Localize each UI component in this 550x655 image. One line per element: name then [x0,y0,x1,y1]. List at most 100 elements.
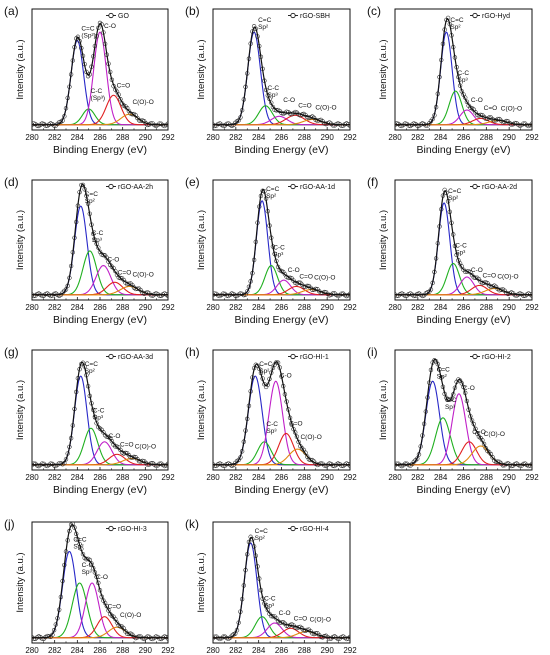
x-tick-label: 282 [48,303,62,312]
x-tick-label: 286 [457,133,471,142]
x-tick-label: 286 [275,473,289,482]
data-point [165,636,168,641]
data-point [126,631,132,637]
label-c-o-o: C(O)-O [132,99,153,106]
y-axis-label: Intensity (a.u.) [15,210,26,270]
label-sp3: Sp³ [92,237,103,244]
data-points [395,358,532,469]
envelope-curve [213,188,350,296]
y-axis-label: Intensity (a.u.) [196,552,207,612]
data-point [165,461,168,467]
data-point [165,293,168,298]
x-tick-label: 286 [93,473,107,482]
x-tick-label: 290 [320,646,334,655]
data-point [104,255,109,260]
label-c-o: C-O [288,267,300,274]
data-point [229,291,235,296]
y-axis-label: Intensity (a.u.) [378,39,389,99]
data-point [509,463,514,469]
data-point [403,293,408,299]
data-point [411,293,417,299]
x-axis-label: Binding Energy (eV) [417,144,511,156]
data-point [80,551,86,557]
data-point [113,268,118,274]
label-c-eq-c: C=C [255,528,268,535]
data-point [63,457,69,462]
label-c-o-o: C(O)-O [501,106,522,113]
x-tick-label: 284 [71,133,85,142]
x-tick-label: 286 [93,646,107,655]
x-tick-label: 288 [298,473,312,482]
label-c-o-o: C(O)-O [132,271,153,278]
data-point [322,463,327,468]
envelope-curve [395,358,532,466]
panel-i: (i) 280 282 284 286 288 290 292 Binding Energy (… [367,345,539,496]
data-point [517,463,523,469]
label-c-o-o: C(O)-O [120,612,141,619]
plot-frame [212,179,351,301]
x-tick-label: 288 [116,646,130,655]
plot-area [213,24,350,129]
label-sp2: Sp² [437,373,448,380]
label-c-eq-c: C=C [81,26,94,33]
legend-marker-icon [290,525,296,532]
label-c-double-o: C=O [108,604,122,611]
x-tick-label: 286 [275,646,289,655]
data-point [509,122,514,127]
envelope-curve [395,190,532,296]
peak-c-eq-c [32,550,168,639]
x-tick-label: 292 [343,303,357,312]
label-c-c: C-C [268,85,280,92]
data-points [32,20,168,129]
x-tick-label: 290 [139,473,153,482]
legend: rGO-AA-3d [106,353,153,361]
data-point [40,636,45,641]
data-point [51,463,57,468]
data-point [529,461,532,467]
x-tick-label: 286 [457,303,471,312]
x-tick-label: 286 [457,473,471,482]
legend: rGO-AA-1d [288,183,335,191]
x-tick-label: 290 [139,133,153,142]
label-sp3: Sp³ [268,92,279,99]
label-c-eq-c: C=C [450,17,463,24]
data-point [118,624,123,629]
label-c-o-o: C(O)-O [310,616,331,623]
panel-letter: (i) [367,345,378,359]
x-tick-label: 284 [252,303,266,312]
x-tick-label: 286 [275,303,289,312]
legend-label: GO [118,13,129,20]
x-tick-label: 286 [93,303,107,312]
legend-label: rGO-HI-2 [482,354,511,361]
data-point [51,123,57,128]
y-axis-label: Intensity (a.u.) [15,380,26,440]
x-tick-label: 282 [229,473,243,482]
x-tick-label: 288 [480,303,494,312]
x-tick-label: 280 [388,133,402,142]
data-point [245,289,250,294]
legend-marker-icon [472,12,478,19]
x-tick-label: 282 [48,646,62,655]
x-tick-label: 282 [48,133,62,142]
peak-c-double-o [213,432,350,466]
data-point [157,121,162,126]
data-point [84,69,89,75]
x-tick-label: 288 [480,473,494,482]
x-tick-label: 292 [161,646,175,655]
label-c-o-o: C(O)-O [314,275,335,282]
x-tick-label: 280 [206,473,220,482]
label-c-double-o: C=O [472,429,486,436]
x-tick-label: 292 [161,303,175,312]
x-tick-label: 284 [434,303,448,312]
x-tick-label: 286 [275,133,289,142]
data-point [481,441,487,447]
label-c-o: C-O [463,385,475,392]
label-c-eq-c: C=C [85,191,98,198]
label-c-o: C-O [279,610,291,617]
plot-area [395,358,532,469]
